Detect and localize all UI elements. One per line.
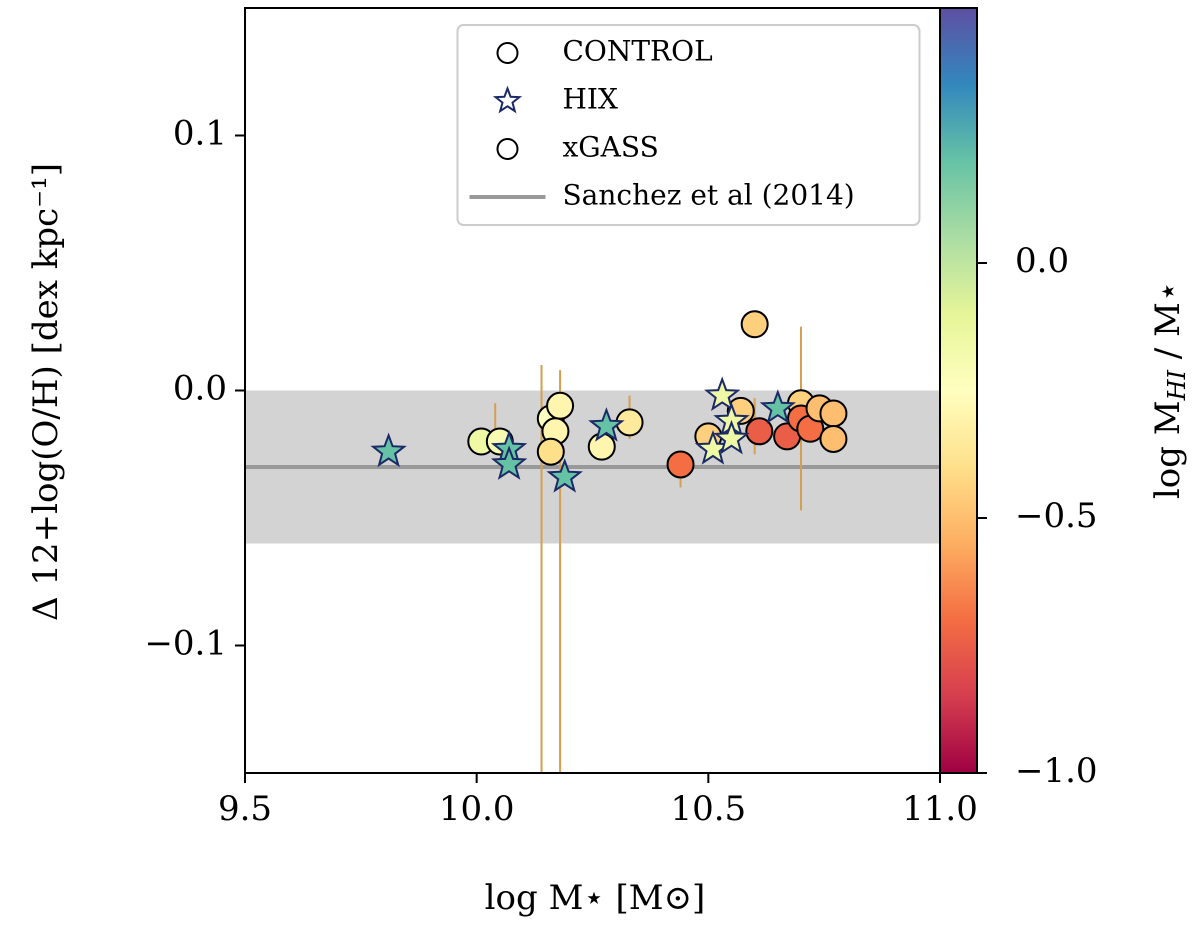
star-marker — [713, 419, 750, 455]
legend-label: CONTROL — [563, 35, 713, 68]
x-tick-label: 10.0 — [439, 789, 515, 829]
y-axis-label: Δ 12+log(O/H) [dex kpc⁻¹] — [26, 163, 66, 621]
star-marker — [546, 458, 583, 493]
star-marker — [704, 376, 741, 412]
star-marker — [588, 407, 625, 442]
legend-label: xGASS — [563, 131, 659, 164]
x-axis-label: log M⋆ [M⊙] — [485, 878, 706, 918]
star-marker — [492, 85, 523, 114]
y-tick-label: 0.1 — [173, 114, 227, 154]
colorbar-label: log MHI / M⋆ — [1148, 281, 1191, 499]
legend-label: HIX — [563, 83, 618, 116]
y-tick-label: 0.0 — [173, 369, 227, 409]
colorbar-tick-label: −1.0 — [1015, 751, 1098, 791]
colorbar-label-part: log M — [1148, 400, 1188, 499]
circle-marker — [819, 399, 848, 428]
legend-label: Sanchez et al (2014) — [563, 179, 855, 212]
circle-marker — [745, 417, 774, 446]
circle-marker — [819, 424, 848, 453]
colorbar-label-part: HI — [1163, 370, 1191, 402]
star-marker — [490, 445, 528, 480]
x-tick-label: 10.5 — [670, 789, 746, 829]
circle-marker — [546, 391, 575, 420]
legend: CONTROL HIX xGASS Sanchez et al (2014) — [456, 24, 921, 226]
star-marker — [759, 389, 797, 424]
circle-marker — [496, 138, 519, 160]
legend-box — [456, 24, 921, 226]
colorbar — [939, 7, 978, 774]
colorbar-label-part: / M⋆ — [1148, 281, 1188, 370]
plot-area — [245, 310, 940, 773]
circle-marker — [496, 42, 519, 64]
x-tick-label: 11.0 — [902, 789, 978, 829]
circle-marker — [740, 310, 769, 339]
x-tick-label: 9.5 — [218, 789, 272, 829]
star-marker — [370, 432, 407, 468]
circle-marker — [666, 450, 695, 479]
colorbar-tick-label: −0.5 — [1015, 496, 1098, 536]
circle-marker — [536, 437, 565, 466]
y-tick-label: −0.1 — [144, 624, 227, 664]
colorbar-tick-label: 0.0 — [1015, 241, 1069, 281]
circle-marker — [587, 432, 616, 461]
